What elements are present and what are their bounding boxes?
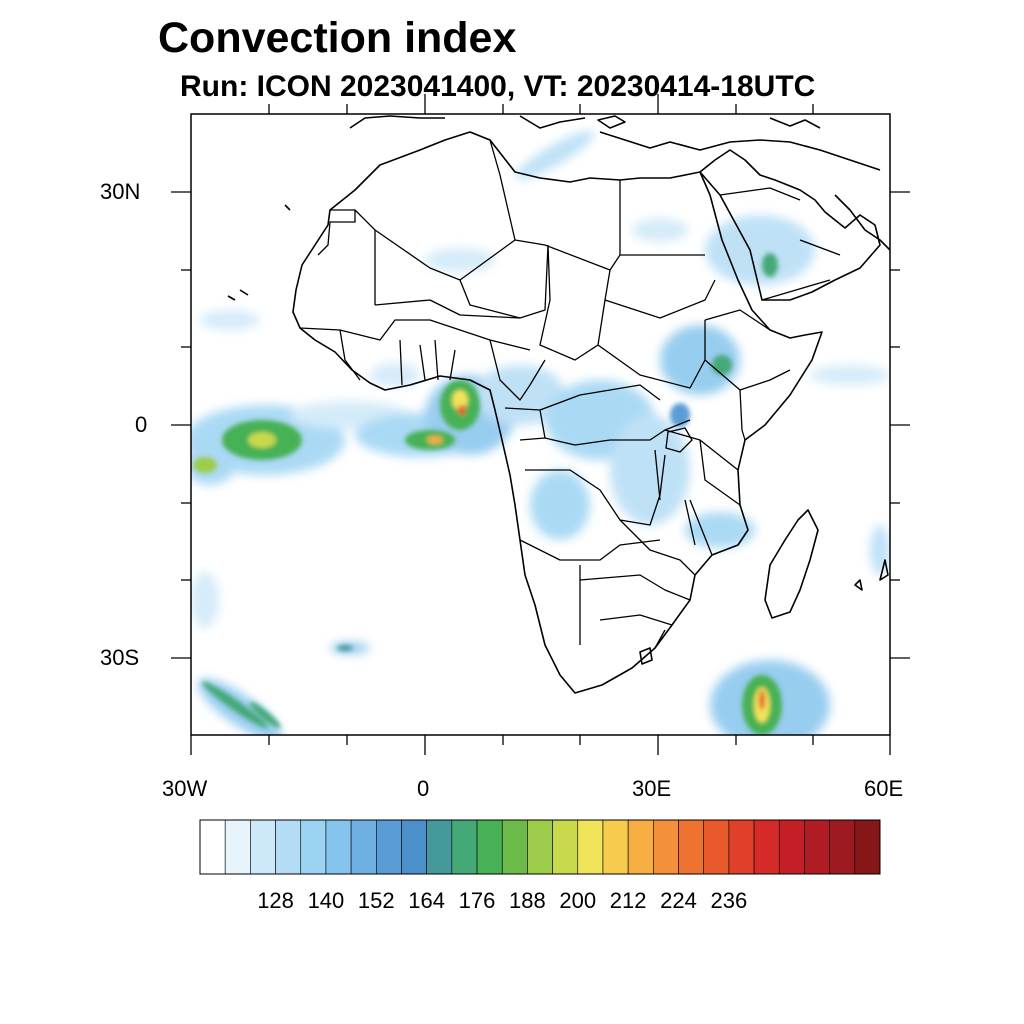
colorbar-tick-label: 176 bbox=[458, 888, 496, 913]
colorbar-cell bbox=[703, 819, 730, 875]
colorbar-tick-label: 224 bbox=[660, 888, 697, 913]
colorbar-cell bbox=[325, 819, 352, 875]
colorbar-frame bbox=[199, 819, 881, 875]
lon-label-30e: 30E bbox=[632, 776, 672, 801]
colorbar-cell bbox=[426, 819, 453, 875]
colorbar-cell bbox=[401, 819, 427, 875]
colorbar-cell bbox=[577, 819, 604, 875]
colorbar-cell bbox=[199, 819, 226, 875]
colorbar-cell bbox=[527, 819, 553, 875]
colorbar-cell bbox=[501, 819, 528, 875]
colorbar-tick-label: 236 bbox=[710, 888, 748, 913]
colorbar-cell bbox=[451, 819, 478, 875]
colorbar-cell bbox=[753, 819, 780, 875]
colorbar-cell bbox=[300, 819, 327, 875]
colorbar-cell bbox=[224, 819, 251, 875]
colorbar-cell bbox=[653, 819, 679, 875]
colorbar-tick-label: 200 bbox=[559, 888, 597, 913]
colorbar-cell bbox=[829, 819, 856, 875]
colorbar-tick-label: 128 bbox=[257, 888, 294, 913]
colorbar-tick-label: 188 bbox=[509, 888, 546, 913]
colorbar-cell bbox=[602, 819, 629, 875]
colorbar-cell bbox=[804, 819, 830, 875]
colorbar-cells bbox=[199, 819, 881, 875]
map-subtitle: Run: ICON 2023041400, VT: 20230414-18UTC bbox=[180, 70, 816, 103]
axis-ticks bbox=[171, 94, 910, 755]
colorbar-cell bbox=[375, 819, 402, 875]
colorbar-cell bbox=[854, 819, 881, 875]
colorbar-cell bbox=[275, 819, 302, 875]
colorbar-cell bbox=[476, 819, 503, 875]
colorbar-cell bbox=[350, 819, 377, 875]
coastlines bbox=[227, 115, 890, 694]
colorbar-cell bbox=[627, 819, 654, 875]
convection-field bbox=[191, 130, 890, 735]
lat-label-30s: 30S bbox=[100, 645, 140, 670]
colorbar-cell bbox=[678, 819, 705, 875]
lat-label-0: 0 bbox=[135, 412, 148, 437]
colorbar-tick-label: 212 bbox=[609, 888, 647, 913]
lon-label-0: 0 bbox=[417, 776, 430, 801]
country-borders bbox=[299, 139, 841, 649]
colorbar-cell bbox=[552, 819, 579, 875]
colorbar-tick-label: 164 bbox=[408, 888, 446, 913]
colorbar-cell bbox=[728, 819, 755, 875]
lon-label-60e: 60E bbox=[864, 776, 904, 801]
colorbar-cell bbox=[778, 819, 805, 875]
colorbar-tick-label: 152 bbox=[357, 888, 395, 913]
lat-label-30n: 30N bbox=[100, 179, 141, 204]
colorbar-tick-label: 140 bbox=[307, 888, 345, 913]
map-title: Convection index bbox=[158, 14, 517, 62]
colorbar-cell bbox=[250, 819, 276, 875]
lon-label-30w: 30W bbox=[162, 776, 208, 801]
